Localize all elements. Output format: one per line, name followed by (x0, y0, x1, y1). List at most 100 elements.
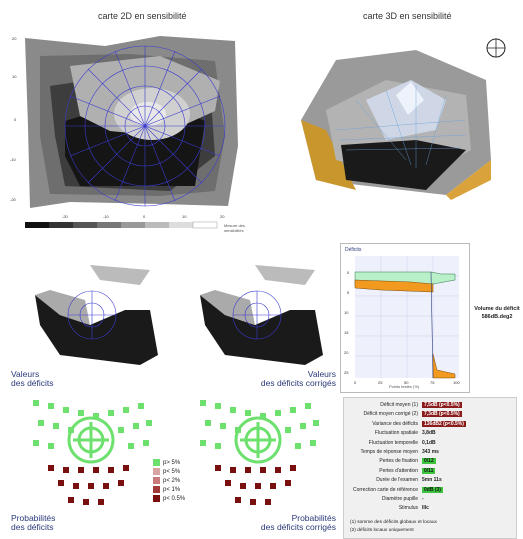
stat-value: 0/12 (422, 458, 436, 465)
prob-right-label: Probabilités des déficits corrigés (250, 514, 336, 532)
deficit-x-tick: 25 (378, 380, 383, 385)
stat-value: 7,5dB (p<0.5%) (422, 402, 462, 408)
legend-label: p< 2% (163, 477, 181, 484)
legend-swatch (153, 477, 160, 484)
prob-map-right (195, 395, 325, 515)
stats-note: (1) somme des déficits globaux et locaux (350, 520, 437, 525)
legend-label: p< 5% (163, 468, 181, 475)
stat-row: Correction carte de référence 0dB (3) (344, 486, 512, 497)
scale-label: Mesure des sensibilités (224, 223, 245, 233)
values-left-label: Valeurs des déficits (11, 370, 54, 388)
prob-map-left (28, 395, 158, 515)
deficit-y-tick: 5 (347, 290, 350, 295)
deficit-volume-value: 586dB.deg2 (481, 314, 513, 320)
stat-row: Fluctuation spatiale 3,8dB (344, 430, 512, 440)
legend-swatch (153, 468, 160, 475)
stat-row: Variance des déficits 136dB2 (p<0.5%) (344, 420, 512, 431)
svg-text:10: 10 (182, 214, 187, 219)
stat-key: Déficit moyen (1) (380, 402, 418, 408)
stats-note: (2) déficits locaux uniquement (350, 528, 414, 533)
stat-key: Fluctuation spatiale (374, 430, 418, 437)
map2d-image: 20 10 0 -10 -20 -20 -10 0 10 20 (10, 36, 238, 229)
stats-notes: (1) somme des déficits globaux et locaux… (350, 520, 437, 533)
stats-panel: Déficit moyen (1) 7,5dB (p<0.5%) Déficit m… (343, 397, 517, 539)
legend-label: p< 1% (163, 486, 181, 493)
stat-value: - (422, 496, 424, 502)
stat-key: Temps de réponse moyen (360, 449, 418, 455)
prob-left-line1: Probabilités (11, 513, 56, 523)
legend-swatch (153, 495, 160, 502)
stat-value: 343 ms (422, 449, 439, 455)
legend-swatch (153, 459, 160, 466)
stat-row: Déficit moyen (1) 7,5dB (p<0.5%) (344, 402, 512, 412)
stat-row: Déficit moyen corrigé (2) 7,3dB (p<0.5%) (344, 411, 512, 421)
deficit-x-tick: 75 (430, 380, 435, 385)
stat-key: Durée de l'examen (376, 477, 418, 484)
svg-text:-20: -20 (10, 197, 17, 202)
prob-left-line2: des déficits (11, 522, 54, 532)
stat-row: Fluctuation temporelle 0,1dB (344, 440, 512, 450)
deficit-y-tick: 20 (344, 350, 349, 355)
values-left-line1: Valeurs (11, 369, 40, 379)
orientation-crosshair-icon (486, 38, 506, 58)
stat-key: Diamètre pupille (381, 496, 418, 502)
stat-value: 0,1dB (422, 439, 436, 446)
stat-row: Pertes de fixation 0/12 (344, 458, 512, 468)
stat-row: Diamètre pupille - (344, 496, 512, 506)
values-left-line2: des déficits (11, 378, 54, 388)
deficit-volume: Volume du déficit 586dB.deg2 (473, 306, 521, 320)
stat-row: Pertes d'attention 0/11 (344, 467, 512, 478)
svg-text:20: 20 (220, 214, 225, 219)
prob-left-label: Probabilités des déficits (11, 514, 55, 532)
stat-value: 3,8dB (422, 430, 436, 437)
deficit-map-left (30, 255, 160, 370)
map2d-panel: 20 10 0 -10 -20 -20 -10 0 10 20 Mesure des sensi… (10, 26, 255, 236)
stat-value: IIIc (422, 505, 429, 512)
stat-key: Variance des déficits (372, 420, 418, 427)
deficit-chart-title: Déficits (345, 247, 362, 253)
stat-row: Temps de réponse moyen 343 ms (344, 449, 512, 459)
values-right-label: Valeurs des déficits corrigés (258, 370, 336, 388)
values-right-line2: des déficits corrigés (260, 378, 336, 388)
map3d-image (301, 50, 491, 200)
stat-value: 5mn 11s (422, 477, 442, 484)
map3d-panel (296, 38, 506, 200)
legend-item: p> 5% (153, 458, 185, 467)
legend-swatch (153, 486, 160, 493)
deficit-chart-xlabel: Points testés (%) (389, 384, 420, 389)
stat-key: Fluctuation temporelle (368, 439, 418, 446)
deficit-volume-label: Volume du déficit (474, 306, 520, 312)
deficit-x-tick: 0 (354, 380, 357, 385)
deficit-x-tick: 50 (404, 380, 409, 385)
stat-row: Stimulus IIIc (344, 505, 512, 515)
svg-text:-20: -20 (62, 214, 69, 219)
stat-key: Stimulus (398, 505, 418, 512)
deficit-map-right (195, 255, 325, 370)
legend-item: p< 5% (153, 467, 185, 476)
prob-legend: p> 5% p< 5% p< 2% p< 1% p< 0.5% (153, 458, 185, 503)
map3d-title: carte 3D en sensibilité (363, 11, 452, 21)
legend-item: p< 2% (153, 476, 185, 485)
stat-key: Déficit moyen corrigé (2) (363, 411, 418, 418)
stat-key: Correction carte de référence (352, 486, 418, 493)
deficit-y-tick: 25 (344, 370, 349, 375)
stat-key: Pertes de fixation (379, 458, 418, 465)
prob-right-line1: Probabilités (291, 513, 336, 523)
deficit-chart: Déficits 0 5 10 15 20 25 0 25 50 75 100 Point… (340, 243, 470, 393)
svg-text:0: 0 (14, 117, 17, 122)
svg-text:20: 20 (12, 36, 17, 41)
stat-value: 0dB (3) (422, 486, 443, 493)
map2d-title: carte 2D en sensibilité (98, 11, 187, 21)
stat-row: Durée de l'examen 5mn 11s (344, 477, 512, 487)
stat-value: 0/11 (422, 467, 436, 474)
deficit-x-tick: 100 (453, 380, 460, 385)
svg-text:-10: -10 (10, 157, 17, 162)
legend-item: p< 0.5% (153, 494, 185, 503)
legend-item: p< 1% (153, 485, 185, 494)
legend-label: p< 0.5% (163, 495, 186, 502)
deficit-y-tick: 10 (344, 310, 349, 315)
stat-value: 136dB2 (p<0.5%) (422, 420, 466, 427)
prob-right-line2: des déficits corrigés (260, 522, 336, 532)
stat-value: 7,3dB (p<0.5%) (422, 411, 462, 418)
svg-text:10: 10 (12, 74, 17, 79)
